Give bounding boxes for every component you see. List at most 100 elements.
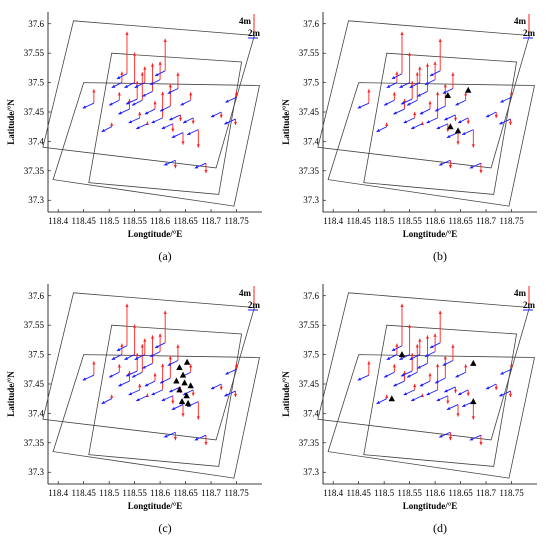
y-axis-label: Latitude/°N — [6, 99, 16, 145]
horizontal-vector-head — [109, 102, 113, 106]
horizontal-vector-head — [458, 120, 462, 123]
y-tick-label: 37.45 — [299, 107, 320, 117]
x-tick-label: 118.4 — [323, 216, 343, 226]
horizontal-vector-head — [393, 383, 397, 387]
horizontal-vector-head — [411, 126, 415, 129]
vertical-vector-head — [453, 389, 458, 393]
horizontal-vector-head — [446, 406, 451, 410]
y-tick-label: 37.45 — [24, 107, 45, 117]
horizontal-vector-head — [391, 348, 396, 351]
x-tick-label: 118.65 — [173, 216, 198, 226]
vertical-vector-head — [453, 117, 458, 121]
y-tick-label: 37.3 — [28, 467, 44, 477]
triangle-marker — [179, 371, 187, 378]
panel-label: (b) — [433, 249, 447, 263]
horizontal-vector-head — [357, 377, 362, 381]
y-tick-label: 37.6 — [303, 19, 319, 29]
x-tick-label: 118.45 — [71, 488, 96, 498]
vertical-vector-head — [509, 363, 514, 367]
horizontal-vector-head — [426, 120, 430, 124]
horizontal-vector-head — [486, 114, 490, 118]
x-tick-label: 118.7 — [476, 488, 496, 498]
vertical-vector-head — [176, 344, 180, 348]
vertical-vector-head — [189, 92, 193, 96]
y-tick-label: 37.5 — [28, 78, 44, 88]
vertical-vector-head — [508, 393, 513, 398]
horizontal-vector-head — [134, 84, 139, 88]
y-tick-label: 37.45 — [299, 379, 320, 389]
horizontal-vector-head — [357, 105, 362, 109]
horizontal-vector-head — [134, 356, 139, 360]
vertical-vector-head — [451, 72, 455, 76]
x-tick-label: 118.55 — [122, 216, 147, 226]
horizontal-vector-head — [194, 437, 199, 441]
triangle-marker — [181, 379, 188, 386]
vertical-vector-head — [204, 170, 208, 174]
vertical-vector-head — [196, 144, 200, 148]
vertical-vector-head — [456, 141, 460, 145]
horizontal-vector-head — [455, 102, 460, 106]
x-tick-label: 118.65 — [173, 488, 198, 498]
horizontal-vector-head — [386, 356, 391, 360]
horizontal-vector-head — [167, 362, 172, 366]
horizontal-vector-head — [164, 434, 168, 438]
vertical-vector-head — [173, 437, 177, 441]
vertical-vector-head — [133, 52, 137, 56]
horizontal-vector-head — [124, 84, 128, 88]
horizontal-vector-head — [417, 93, 421, 97]
scale-label-vertical: 4m — [239, 288, 252, 298]
vertical-vector-head — [219, 114, 223, 118]
horizontal-vector-head — [444, 389, 448, 393]
vertical-vector-head — [436, 91, 440, 96]
y-tick-label: 37.6 — [28, 291, 44, 301]
horizontal-vector-head — [171, 406, 176, 410]
horizontal-vector-head — [409, 356, 414, 360]
y-axis-label: Latitude/°N — [6, 371, 16, 417]
horizontal-vector-head — [500, 99, 504, 103]
vertical-vector-head — [418, 66, 422, 70]
horizontal-vector-head — [161, 126, 166, 129]
horizontal-vector-head — [439, 162, 443, 166]
vertical-vector-head — [125, 31, 129, 35]
horizontal-vector-head — [384, 374, 388, 378]
horizontal-vector-head — [118, 111, 122, 115]
x-tick-label: 118.6 — [150, 488, 170, 498]
y-tick-label: 37.55 — [24, 48, 45, 58]
horizontal-vector-head — [409, 84, 414, 88]
x-tick-label: 118.75 — [224, 216, 249, 226]
horizontal-vector-head — [82, 377, 87, 381]
horizontal-vector-head — [430, 345, 434, 348]
horizontal-vector-head — [211, 386, 215, 390]
vertical-vector-head — [135, 353, 139, 357]
vertical-vector-head — [133, 324, 137, 328]
vertical-vector-head — [418, 338, 422, 342]
y-tick-label: 37.6 — [303, 291, 319, 301]
y-tick-label: 37.5 — [303, 350, 319, 360]
horizontal-vector-head — [436, 398, 441, 401]
horizontal-vector-head — [401, 101, 405, 105]
vertical-vector-head — [410, 353, 414, 357]
panel-label: (a) — [158, 249, 171, 263]
frame-outline — [327, 354, 535, 479]
triangle-marker — [470, 398, 477, 405]
vertical-vector-head — [171, 128, 175, 132]
y-tick-label: 37.4 — [28, 408, 44, 418]
x-axis-label: Longtitude/°E — [403, 501, 458, 511]
scale-label-horizontal: 2m — [248, 28, 261, 38]
horizontal-vector-head — [458, 392, 462, 395]
y-tick-label: 37.3 — [28, 195, 44, 205]
vertical-vector-head — [191, 120, 195, 124]
y-tick-label: 37.35 — [24, 438, 45, 448]
vertical-vector-head — [479, 442, 483, 446]
vertical-vector-head — [448, 437, 452, 441]
x-tick-label: 118.55 — [397, 488, 422, 498]
vertical-vector-head — [443, 356, 447, 360]
horizontal-vector-head — [469, 165, 474, 169]
vertical-vector-head — [446, 400, 450, 404]
horizontal-vector-head — [426, 392, 430, 396]
vertical-vector-head — [153, 101, 157, 105]
panel-label: (d) — [433, 521, 447, 535]
horizontal-vector-head — [144, 383, 149, 387]
horizontal-vector-head — [411, 398, 415, 401]
